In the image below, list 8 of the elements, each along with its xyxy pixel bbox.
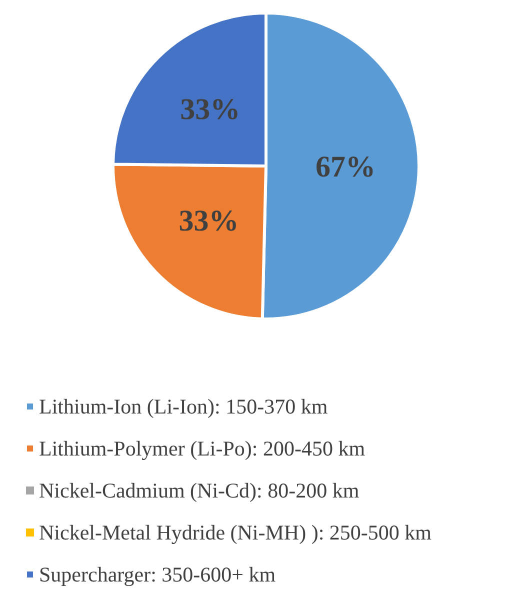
data-label: 33% (180, 92, 240, 126)
data-label: 67% (315, 150, 376, 184)
legend-label: Lithium-Polymer (Li-Po): 200-450 km (39, 436, 366, 460)
legend-label: Supercharger: 350-600+ km (39, 562, 276, 586)
legend-label: Nickel-Cadmium (Ni-Cd): 80-200 km (39, 478, 360, 502)
legend-label: Lithium-Ion (Li-Ion): 150-370 km (39, 394, 328, 418)
data-label: 33% (178, 204, 239, 238)
legend-label: Nickel-Metal Hydride (Ni-MH) ): 250-500 km (39, 520, 432, 544)
